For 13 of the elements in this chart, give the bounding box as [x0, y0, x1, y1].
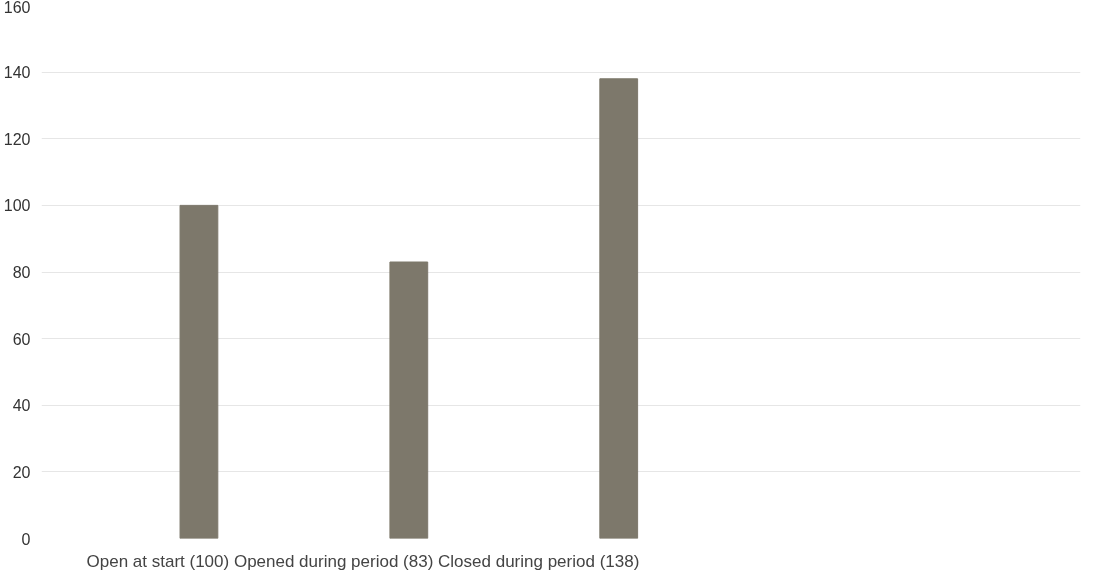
x-axis-title: Open at start (100) Opened during period (83) Closed during period (138): [86, 551, 640, 571]
y-tick-label: 20: [12, 463, 31, 481]
y-tick-label: 0: [21, 530, 31, 548]
y-tick-label: 40: [12, 397, 31, 415]
y-tick-label: 100: [3, 197, 31, 215]
bar: [599, 78, 639, 539]
y-tick-label: 160: [3, 0, 31, 16]
y-tick-label: 140: [3, 64, 31, 82]
bar: [389, 261, 429, 539]
y-tick-label: 80: [12, 264, 31, 281]
y-tick-label: 60: [12, 330, 31, 348]
bar: [179, 204, 219, 539]
y-tick-label: 120: [3, 130, 31, 148]
